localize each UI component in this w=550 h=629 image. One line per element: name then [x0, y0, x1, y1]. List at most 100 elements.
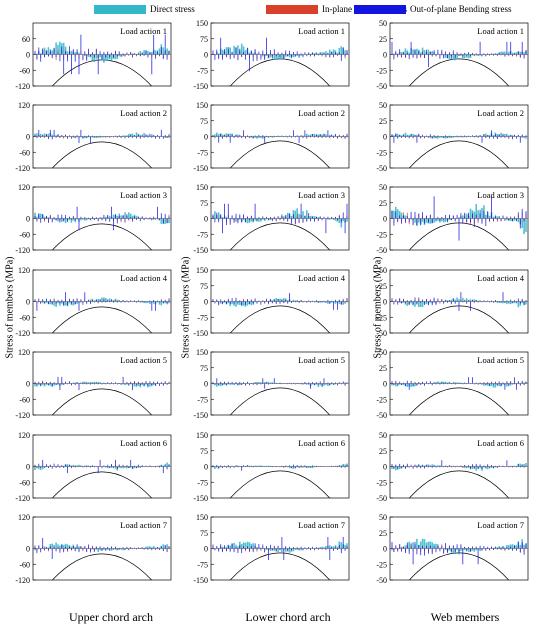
series-3-web-r2 — [391, 130, 527, 143]
ytick-label-lower-r3--150: -150 — [193, 246, 208, 255]
arch-outline-lower-r2 — [230, 140, 330, 169]
arch-outline-web-r5 — [409, 387, 509, 416]
ytick-label-lower-r3--75: -75 — [197, 230, 208, 239]
series-1-lower-r1 — [214, 43, 348, 60]
ytick-label-lower-r3-75: 75 — [200, 199, 208, 208]
panel-title-web-r2: Load action 2 — [477, 108, 524, 118]
ytick-label-upper-r3-0: 0 — [26, 215, 30, 224]
ytick-label-lower-r5-0: 0 — [204, 380, 208, 389]
ytick-label-lower-r2-0: 0 — [204, 133, 208, 142]
series-3-lower-r6 — [212, 464, 348, 471]
arch-outline-upper-r1 — [52, 59, 152, 87]
ytick-label-lower-r6-150: 150 — [196, 431, 208, 440]
ytick-label-web-r7-0: 0 — [383, 545, 387, 554]
ytick-label-web-r4-25: 25 — [379, 282, 387, 291]
ytick-label-lower-r4--150: -150 — [193, 329, 208, 338]
series-1-web-r5 — [391, 381, 527, 388]
ytick-label-lower-r7-0: 0 — [204, 545, 208, 554]
legend-swatch-out-of-plane — [354, 4, 406, 14]
ytick-label-web-r5-50: 50 — [379, 348, 387, 357]
arch-outline-upper-r2 — [52, 141, 152, 169]
arch-outline-web-r6 — [409, 470, 509, 499]
panel-title-lower-r7: Load action 7 — [298, 520, 345, 530]
ytick-label-lower-r5--75: -75 — [197, 395, 208, 404]
panel-title-upper-r7: Load action 7 — [120, 520, 167, 530]
ytick-label-upper-r6-0: 0 — [26, 463, 30, 472]
arch-outline-upper-r5 — [52, 388, 152, 416]
panel-title-upper-r2: Load action 2 — [120, 108, 167, 118]
ytick-label-lower-r7--150: -150 — [193, 576, 208, 585]
ytick-label-web-r5-0: 0 — [383, 380, 387, 389]
ytick-label-web-r5--25: -25 — [376, 395, 387, 404]
column-label-web-members: Web members — [430, 610, 500, 624]
ytick-label-lower-r1-150: 150 — [196, 19, 208, 28]
ytick-label-upper-r3--120: -120 — [15, 246, 30, 255]
ytick-label-upper-r5--60: -60 — [19, 395, 30, 404]
ytick-label-web-r7-50: 50 — [379, 513, 387, 522]
ytick-label-upper-r4-120: 120 — [18, 266, 30, 275]
series-3-upper-r3 — [34, 206, 170, 231]
ytick-label-lower-r5-150: 150 — [196, 348, 208, 357]
ytick-label-upper-r5-120: 120 — [18, 348, 30, 357]
series-3-lower-r1 — [212, 37, 348, 72]
ytick-label-upper-r7--120: -120 — [15, 576, 30, 585]
series-1-lower-r6 — [212, 463, 348, 469]
series-1-lower-r7 — [212, 541, 348, 553]
series-3-web-r7 — [391, 541, 527, 565]
ytick-label-web-r6--25: -25 — [376, 478, 387, 487]
ytick-label-lower-r6-0: 0 — [204, 463, 208, 472]
column-label-upper-chord: Upper chord arch — [69, 610, 153, 624]
ytick-label-lower-r3-150: 150 — [196, 183, 208, 192]
panel-title-web-r5: Load action 5 — [477, 355, 524, 365]
legend-item-direct-stress: Direct stress — [94, 3, 195, 15]
series-3-upper-r1 — [34, 34, 170, 75]
series-1-upper-r3 — [34, 212, 170, 224]
ytick-label-web-r7--50: -50 — [376, 576, 387, 585]
series-1-upper-r2 — [34, 132, 170, 139]
ytick-label-web-r4-0: 0 — [383, 298, 387, 307]
ytick-label-web-r6-25: 25 — [379, 447, 387, 456]
y-axis-label-middle: Stress of members (MPa) — [180, 256, 192, 359]
series-3-web-r1 — [391, 41, 527, 68]
panel-title-lower-r3: Load action 3 — [298, 190, 345, 200]
ytick-label-lower-r4-75: 75 — [200, 282, 208, 291]
ytick-label-web-r2--50: -50 — [376, 164, 387, 173]
ytick-label-upper-r2-0: 0 — [26, 133, 30, 142]
series-3-web-r6 — [391, 460, 527, 470]
series-1-upper-r1 — [36, 41, 170, 63]
ytick-label-lower-r4--75: -75 — [197, 313, 208, 322]
legend: Direct stress In-plane Bending stress Ou… — [0, 0, 550, 16]
ytick-label-upper-r7--60: -60 — [19, 560, 30, 569]
panel-title-lower-r4: Load action 4 — [298, 273, 345, 283]
ytick-label-upper-r5--120: -120 — [15, 411, 30, 420]
ytick-label-upper-r2--120: -120 — [15, 164, 30, 173]
series-1-lower-r2 — [212, 132, 348, 139]
series-1-lower-r3 — [212, 208, 348, 228]
y-axis-label-right: Stress of members (MPa) — [372, 256, 384, 359]
ytick-label-web-r5-25: 25 — [379, 364, 387, 373]
arch-outline-web-r2 — [409, 140, 509, 169]
panel-title-lower-r5: Load action 5 — [298, 355, 345, 365]
ytick-label-lower-r1-0: 0 — [204, 51, 208, 60]
legend-swatch-in-plane — [266, 4, 318, 14]
ytick-label-lower-r1--150: -150 — [193, 82, 208, 91]
ytick-label-web-r3-0: 0 — [383, 215, 387, 224]
ytick-label-upper-r6-120: 120 — [18, 431, 30, 440]
ytick-label-upper-r6--60: -60 — [19, 478, 30, 487]
ytick-label-lower-r6--75: -75 — [197, 478, 208, 487]
panel-title-lower-r6: Load action 6 — [298, 438, 345, 448]
series-3-upper-r4 — [34, 292, 170, 311]
arch-outline-upper-r7 — [52, 553, 152, 581]
arch-outline-lower-r5 — [230, 387, 330, 416]
ytick-label-web-r6-50: 50 — [379, 431, 387, 440]
series-1-lower-r5 — [212, 381, 348, 387]
ytick-label-lower-r2--150: -150 — [193, 164, 208, 173]
ytick-label-upper-r1-0: 0 — [26, 51, 30, 60]
ytick-label-lower-r1-75: 75 — [200, 35, 208, 44]
arch-outline-lower-r6 — [230, 470, 330, 499]
series-3-web-r4 — [391, 292, 527, 311]
ytick-label-web-r1-50: 50 — [379, 19, 387, 28]
panel-title-web-r3: Load action 3 — [477, 190, 524, 200]
ytick-label-web-r1-0: 0 — [383, 51, 387, 60]
